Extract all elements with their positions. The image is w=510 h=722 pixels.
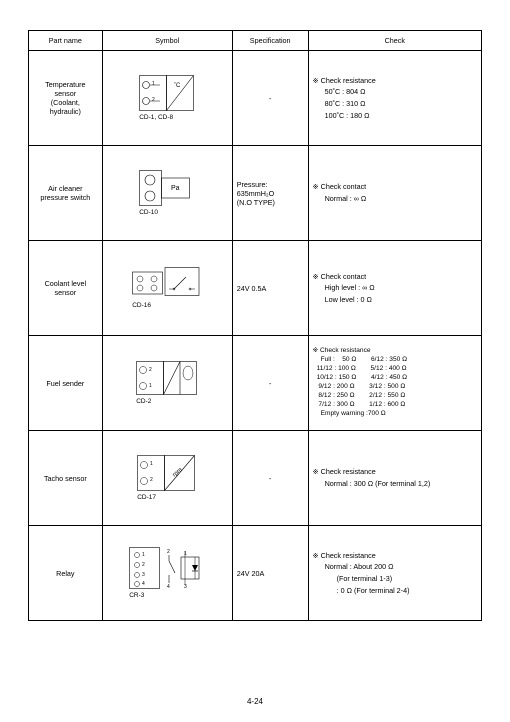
part-name: Tacho sensor	[29, 431, 103, 526]
symbol-level-icon	[132, 267, 202, 299]
svg-text:2: 2	[152, 97, 155, 103]
svg-text:2: 2	[149, 367, 152, 373]
header-symbol: Symbol	[102, 31, 232, 51]
svg-text:2: 2	[167, 549, 170, 555]
spec-cell: Pressure: 635mmH₂O (N.O TYPE)	[232, 146, 308, 241]
svg-text:rpm: rpm	[172, 467, 184, 478]
spec-cell: 24V 20A	[232, 526, 308, 621]
symbol-cell: 2 1 CD-2	[102, 336, 232, 431]
table-row: Tacho sensor 1 2 rpm CD-1	[29, 431, 482, 526]
svg-text:1: 1	[150, 461, 153, 467]
svg-text:3: 3	[142, 572, 145, 578]
check-cell: Check resistance 50˚C : 804 Ω 80˚C : 310…	[308, 51, 481, 146]
table-row: Air cleaner pressure switch Pa CD-10 Pre	[29, 146, 482, 241]
symbol-pressure-icon: Pa	[139, 170, 195, 206]
svg-text:2: 2	[142, 562, 145, 568]
svg-text:2: 2	[150, 477, 153, 483]
symbol-cell: 1 2 3 4 2 4 1	[102, 526, 232, 621]
header-part: Part name	[29, 31, 103, 51]
header-check: Check	[308, 31, 481, 51]
part-name: Temperature sensor (Coolant, hydraulic)	[29, 51, 103, 146]
spec-cell: -	[232, 336, 308, 431]
svg-text:˚C: ˚C	[174, 82, 181, 89]
symbol-cell: 1 2 rpm CD-17	[102, 431, 232, 526]
spec-table: Part name Symbol Specification Check Tem…	[28, 30, 482, 621]
part-name: Coolant level sensor	[29, 241, 103, 336]
check-cell: Check resistance Normal : About 200 Ω (F…	[308, 526, 481, 621]
table-row: Relay 1 2 3 4	[29, 526, 482, 621]
table-row: Temperature sensor (Coolant, hydraulic) …	[29, 51, 482, 146]
symbol-cell: 1 2 ˚C CD-1, CD-8	[102, 51, 232, 146]
svg-text:1: 1	[149, 383, 152, 389]
svg-text:4: 4	[142, 581, 145, 587]
symbol-relay-icon: 1 2 3 4 2 4 1	[129, 547, 205, 589]
check-cell: Check contact High level : ∞ Ω Low level…	[308, 241, 481, 336]
svg-text:1: 1	[142, 552, 145, 558]
spec-cell: -	[232, 431, 308, 526]
svg-text:1: 1	[152, 81, 155, 87]
check-cell: Check contact Normal : ∞ Ω	[308, 146, 481, 241]
part-name: Air cleaner pressure switch	[29, 146, 103, 241]
check-cell: Check resistance Normal : 300 Ω (For ter…	[308, 431, 481, 526]
symbol-fuel-icon: 2 1	[136, 361, 198, 395]
symbol-cell: CD-16	[102, 241, 232, 336]
page-number: 4-24	[0, 697, 510, 706]
symbol-temp-icon: 1 2 ˚C	[139, 75, 195, 111]
svg-text:3: 3	[184, 584, 187, 589]
symbol-tacho-icon: 1 2 rpm	[137, 455, 197, 491]
svg-text:4: 4	[167, 584, 170, 589]
symbol-cell: Pa CD-10	[102, 146, 232, 241]
part-name: Relay	[29, 526, 103, 621]
spec-cell: -	[232, 51, 308, 146]
part-name: Fuel sender	[29, 336, 103, 431]
table-row: Coolant level sensor	[29, 241, 482, 336]
spec-cell: 24V 0.5A	[232, 241, 308, 336]
check-cell: Check resistance Full : 50 Ω 6/12 : 350 …	[308, 336, 481, 431]
header-spec: Specification	[232, 31, 308, 51]
svg-text:Pa: Pa	[171, 185, 180, 192]
svg-text:1: 1	[184, 551, 187, 557]
table-row: Fuel sender 2 1	[29, 336, 482, 431]
